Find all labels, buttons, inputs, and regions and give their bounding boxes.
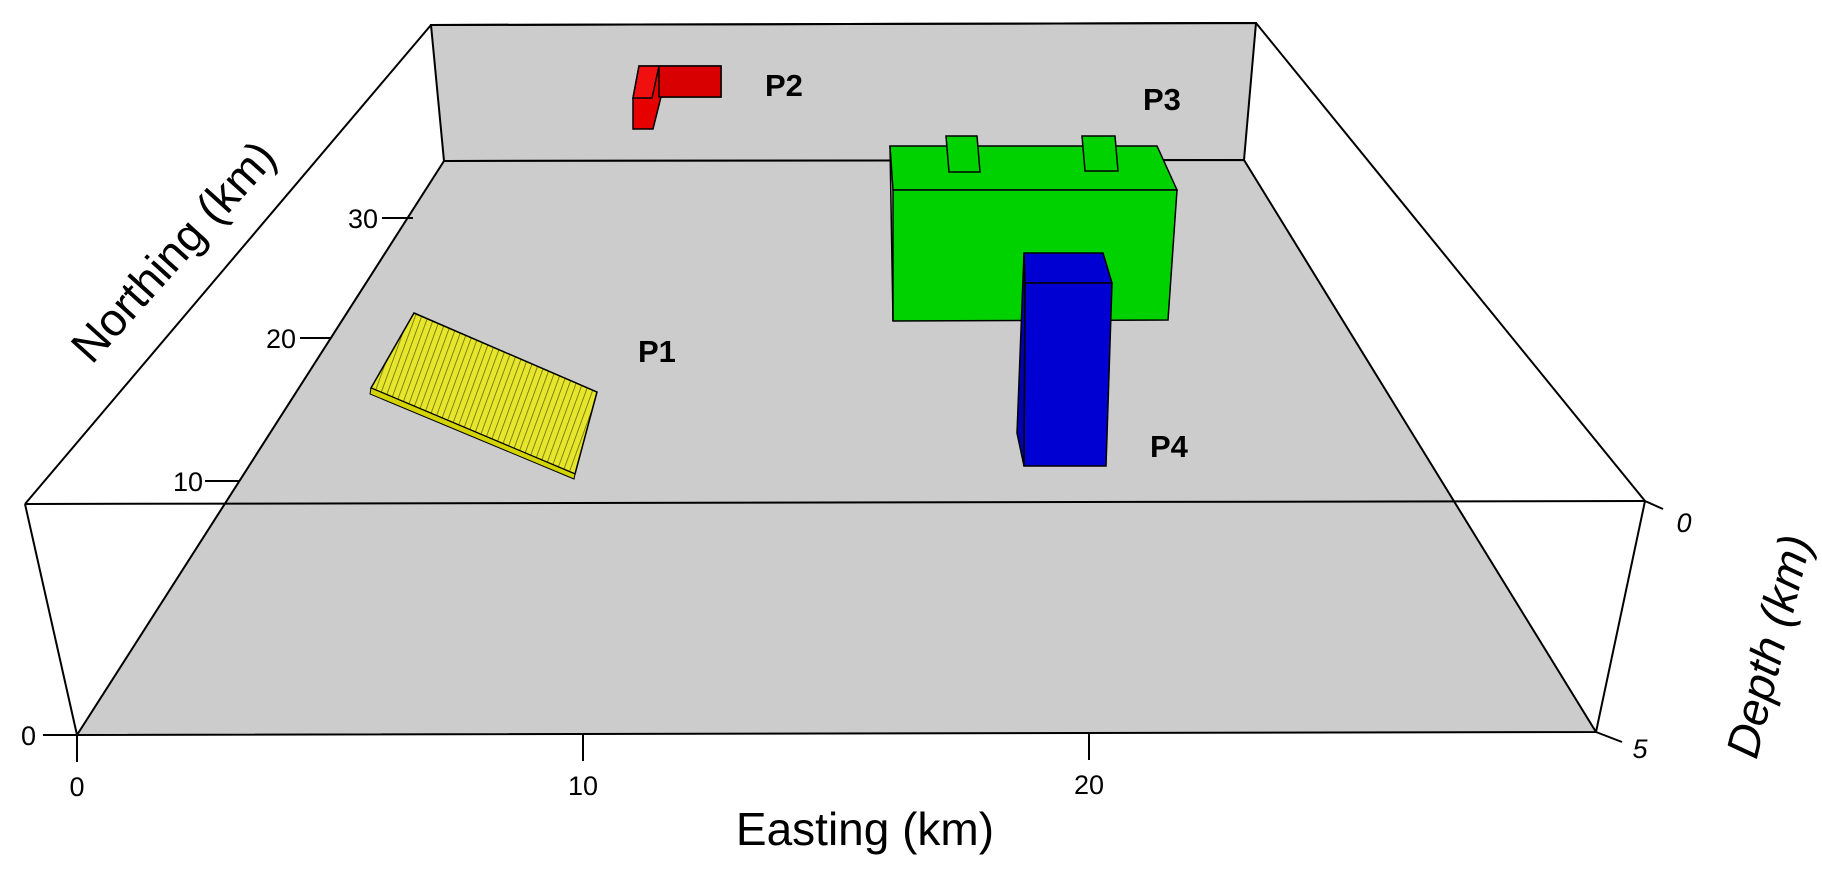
depth-axis-title: Depth (km) [1716, 529, 1821, 762]
prism-label-p3: P3 [1143, 82, 1181, 117]
easting-axis-title: Easting (km) [736, 803, 994, 855]
prism-label-p1: P1 [638, 334, 676, 369]
northing-axis-title: Northing (km) [61, 130, 286, 372]
depth-tick-0: 0 [1676, 508, 1691, 538]
box-edge-front-top [24, 500, 1646, 505]
box-edge-back-top [430, 22, 1257, 26]
prism-p3 [889, 135, 1179, 322]
bottom-plane [75, 158, 1598, 737]
box-edge-top-right [1255, 22, 1646, 502]
easting-tick-10: 10 [568, 771, 598, 801]
prism-label-p4: P4 [1150, 429, 1189, 464]
back-wall [429, 21, 1258, 163]
box-edge-top-left [24, 24, 432, 505]
easting-tick-0: 0 [69, 772, 84, 802]
box-edge-front-left [24, 503, 78, 736]
depth-tick-mark-5 [1595, 731, 1623, 743]
northing-tick-0: 0 [21, 721, 36, 751]
depth-tick-5: 5 [1632, 734, 1648, 764]
prism-label-p2: P2 [765, 68, 803, 103]
prism-p2 [632, 65, 722, 130]
easting-tick-20: 20 [1074, 770, 1104, 800]
northing-tick-20: 20 [266, 324, 296, 354]
northing-tick-30: 30 [348, 204, 378, 234]
prism-p4 [1016, 252, 1114, 467]
box-edge-front-right [1595, 500, 1646, 733]
prism-p1 [369, 312, 598, 480]
northing-tick-10: 10 [173, 467, 203, 497]
depth-tick-mark-0 [1644, 500, 1664, 510]
